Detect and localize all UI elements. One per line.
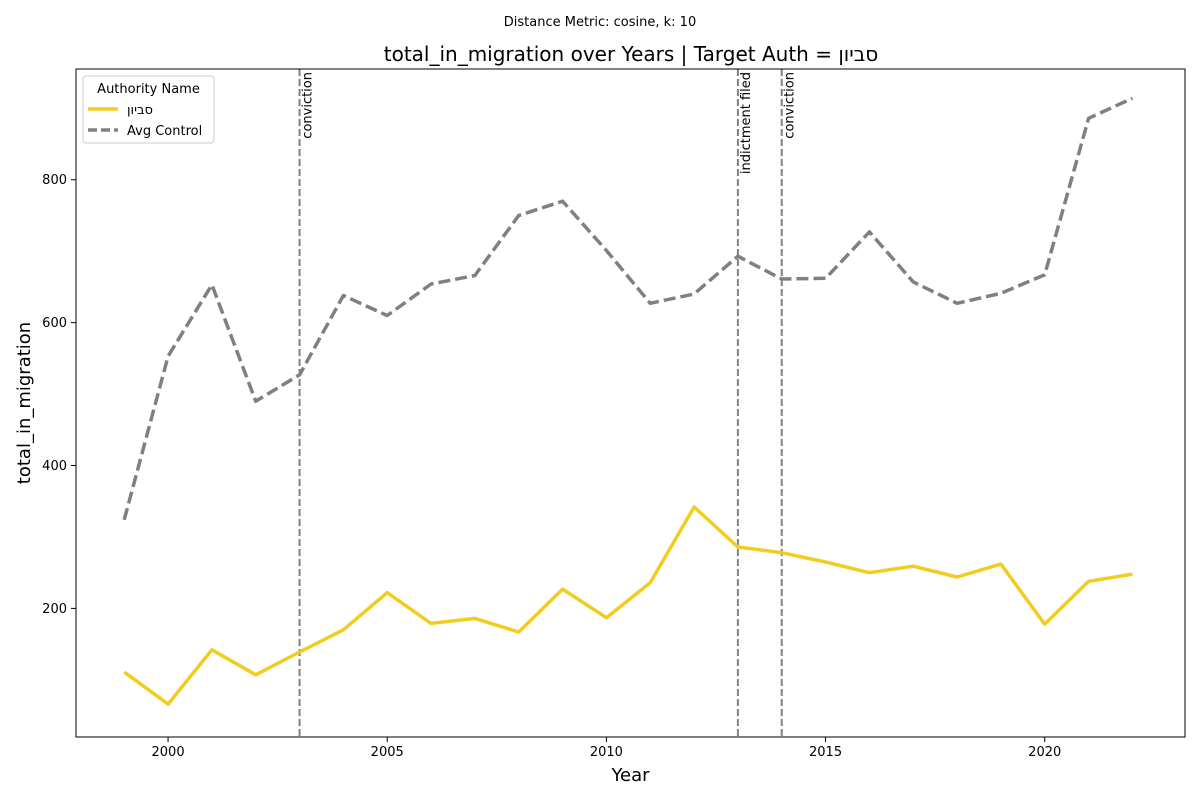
y-tick-label: 200 bbox=[42, 602, 67, 617]
plot-frame bbox=[75, 68, 1186, 738]
legend-label-target: סביון bbox=[127, 103, 153, 118]
event-lines: conviction indictment filed conviction bbox=[298, 69, 798, 737]
series-line-target bbox=[123, 505, 1133, 706]
y-axis-label: total_in_migration bbox=[14, 322, 35, 484]
series-line-control bbox=[122, 96, 1134, 521]
x-tick-label: 2005 bbox=[371, 745, 404, 760]
y-axis: 200 400 600 800 bbox=[42, 173, 76, 617]
legend-box bbox=[82, 75, 215, 144]
x-tick-label: 2020 bbox=[1028, 745, 1061, 760]
legend-label-control: Avg Control bbox=[127, 124, 202, 139]
x-axis: 2000 2005 2010 2015 2020 bbox=[152, 737, 1061, 760]
x-axis-label: Year bbox=[610, 765, 650, 786]
event-label: conviction bbox=[301, 72, 316, 139]
y-tick-label: 800 bbox=[42, 173, 67, 188]
event-label: indictment filed bbox=[739, 72, 754, 174]
x-tick-label: 2010 bbox=[590, 745, 623, 760]
x-tick-label: 2015 bbox=[809, 745, 842, 760]
y-tick-label: 400 bbox=[42, 459, 67, 474]
series-lines bbox=[122, 96, 1134, 706]
event-label: conviction bbox=[783, 72, 798, 139]
chart-title: total_in_migration over Years | Target A… bbox=[384, 42, 879, 66]
chart-suptitle: Distance Metric: cosine, k: 10 bbox=[504, 15, 696, 30]
x-tick-label: 2000 bbox=[152, 745, 185, 760]
legend: Authority Name סביון Avg Control bbox=[82, 75, 215, 144]
y-tick-label: 600 bbox=[42, 316, 67, 331]
legend-title: Authority Name bbox=[97, 82, 200, 97]
